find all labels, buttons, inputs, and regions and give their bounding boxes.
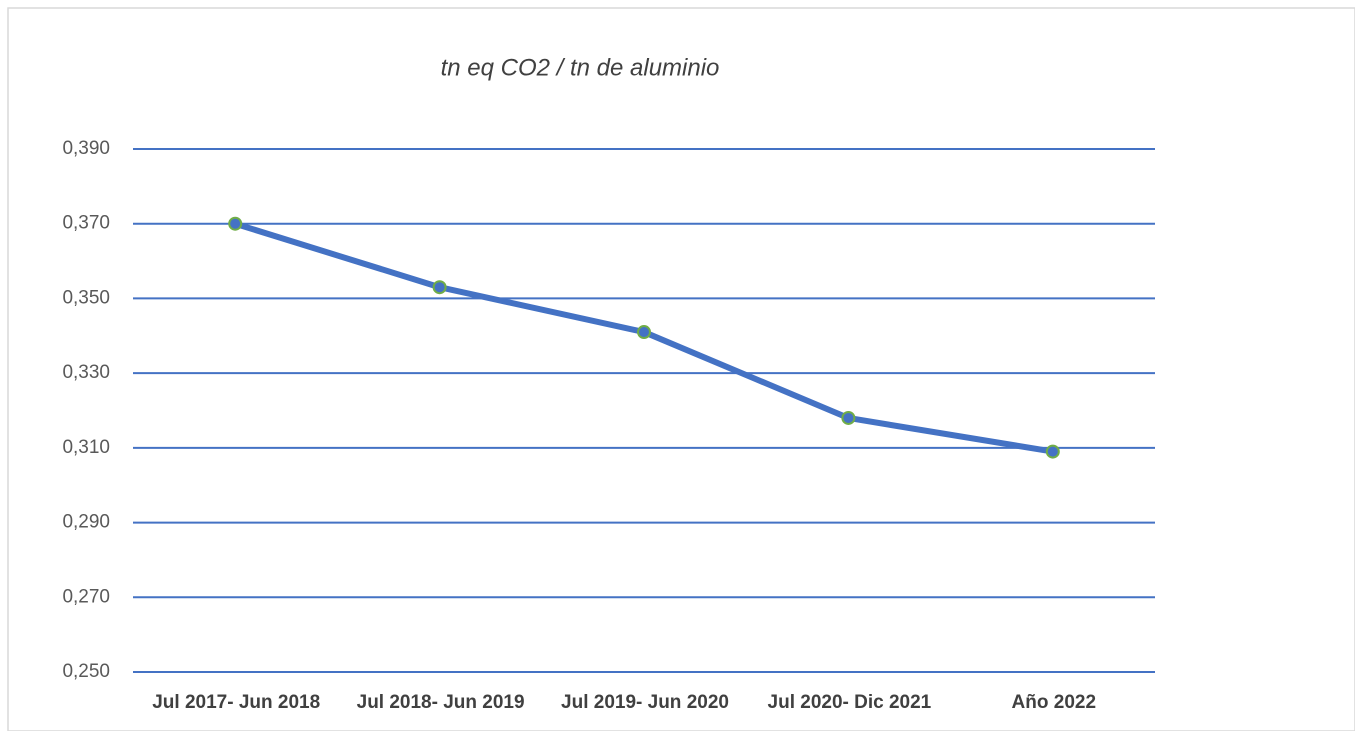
x-tick-label: Año 2022 — [1012, 692, 1096, 713]
y-tick-label: 0,290 — [62, 512, 110, 533]
data-point — [841, 410, 856, 425]
y-tick-label: 0,390 — [62, 138, 110, 159]
y-tick-label: 0,370 — [62, 213, 110, 234]
chart-title: tn eq CO2 / tn de aluminio — [441, 54, 720, 81]
y-tick-label: 0,310 — [62, 437, 110, 458]
x-tick-label: Jul 2017- Jun 2018 — [152, 692, 320, 713]
y-tick-label: 0,270 — [62, 586, 110, 607]
data-point — [637, 325, 651, 340]
data-point — [432, 280, 447, 295]
x-tick-label: Jul 2020- Dic 2021 — [768, 692, 932, 713]
y-tick-label: 0,330 — [62, 362, 110, 383]
data-point — [1045, 444, 1060, 459]
data-point — [228, 216, 243, 231]
chart-frame — [7, 7, 1355, 731]
x-tick-label: Jul 2018- Jun 2019 — [357, 692, 525, 713]
y-tick-label: 0,250 — [62, 661, 110, 682]
y-tick-label: 0,350 — [62, 287, 110, 308]
x-tick-label: Jul 2019- Jun 2020 — [561, 692, 729, 713]
